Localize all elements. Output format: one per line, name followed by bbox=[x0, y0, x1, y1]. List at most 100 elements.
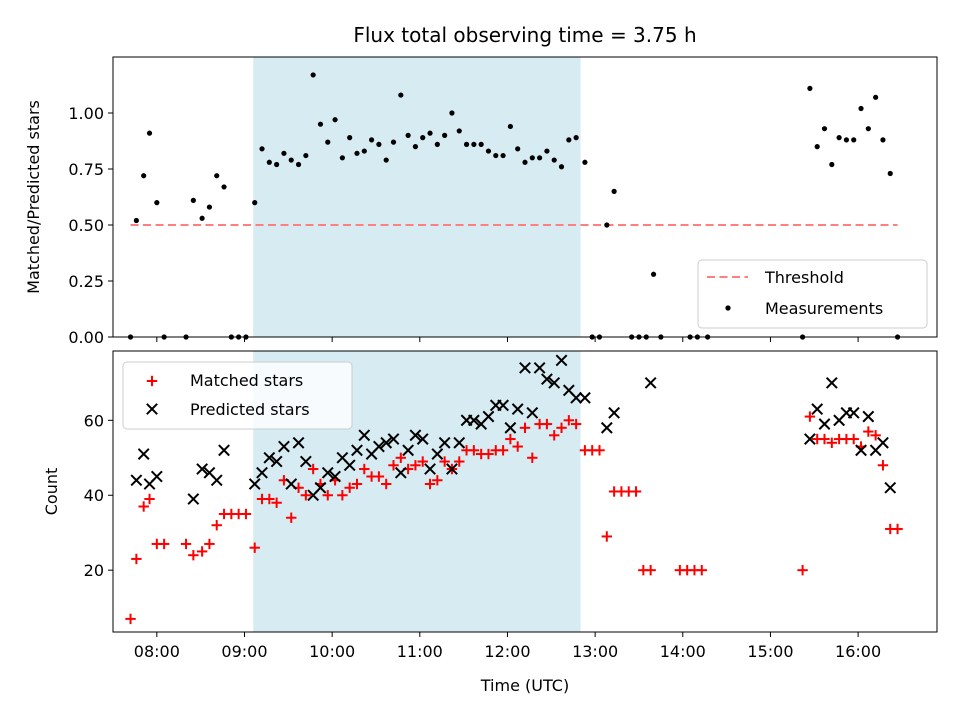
predicted-star-point-b bbox=[196, 463, 209, 475]
matched-star-point bbox=[286, 512, 297, 523]
predicted-star-point bbox=[541, 373, 553, 386]
predicted-star-point-b bbox=[299, 455, 312, 468]
measurement-point bbox=[493, 152, 499, 159]
predicted-star-point-b bbox=[130, 474, 143, 487]
x-tick-label: 08:00 bbox=[134, 642, 180, 661]
predicted-star-point bbox=[278, 440, 290, 453]
predicted-star-point bbox=[533, 361, 546, 374]
measurement-point bbox=[485, 148, 492, 154]
measurement-point bbox=[566, 137, 572, 143]
predicted-star-point bbox=[358, 429, 371, 442]
measurement-point bbox=[390, 139, 397, 145]
predicted-star-point-b bbox=[270, 455, 283, 468]
measurement-point bbox=[199, 215, 205, 221]
predicted-star-point-b bbox=[541, 373, 553, 386]
predicted-star-point-b bbox=[314, 481, 327, 494]
predicted-star-point bbox=[884, 481, 897, 494]
top-y-tick-label: 0.50 bbox=[68, 216, 104, 235]
predicted-star-point-b bbox=[387, 433, 400, 445]
matched-star-point bbox=[322, 490, 333, 501]
predicted-star-point bbox=[372, 440, 385, 453]
legend-predicted-label: Predicted stars bbox=[190, 400, 310, 419]
predicted-star-point bbox=[453, 436, 466, 449]
measurement-point bbox=[507, 123, 513, 130]
measurement-point bbox=[214, 173, 220, 179]
predicted-star-point-b bbox=[343, 459, 356, 472]
predicted-star-point-b bbox=[203, 466, 216, 479]
matched-star-point bbox=[497, 445, 509, 456]
matched-star-point bbox=[424, 478, 436, 490]
predicted-star-point-b bbox=[424, 463, 436, 475]
measurement-point bbox=[515, 146, 521, 152]
matched-star-point bbox=[826, 437, 838, 448]
matched-star-point bbox=[211, 520, 222, 531]
predicted-star-point bbox=[351, 444, 363, 457]
bottom-panel: 20 40 60 08:00 09:00 10:00 11:00 12:00 13:00 14:… bbox=[42, 350, 938, 695]
predicted-star-point-b bbox=[187, 493, 200, 505]
predicted-star-point bbox=[847, 406, 860, 419]
predicted-star-point bbox=[285, 478, 298, 490]
matched-star-point bbox=[180, 538, 192, 550]
bottom-legend-box bbox=[122, 361, 353, 430]
measurement-point bbox=[339, 155, 345, 161]
legend-threshold-label: Threshold bbox=[764, 268, 844, 287]
matched-star-point bbox=[271, 497, 282, 508]
measurement-point bbox=[551, 157, 557, 163]
measurement-point bbox=[252, 200, 258, 206]
predicted-star-point-b bbox=[803, 433, 816, 445]
predicted-star-point bbox=[855, 444, 867, 457]
predicted-star-point-b bbox=[278, 440, 290, 453]
predicted-star-point bbox=[482, 410, 495, 423]
bottom-plot-frame bbox=[112, 350, 938, 633]
x-tick-label: 09:00 bbox=[221, 642, 267, 661]
matched-star-point bbox=[410, 460, 421, 471]
measurement-point bbox=[442, 132, 448, 138]
measurement-point bbox=[522, 159, 528, 165]
matched-star-point bbox=[240, 508, 252, 520]
measurement-point bbox=[274, 161, 280, 168]
predicted-star-point bbox=[600, 421, 613, 434]
predicted-star-point-b bbox=[555, 354, 568, 367]
top-x-ticks bbox=[156, 337, 859, 342]
measurement-point bbox=[582, 159, 588, 165]
measurement-point bbox=[604, 222, 610, 228]
predicted-star-point-b bbox=[519, 361, 531, 374]
measurement-point bbox=[500, 152, 506, 159]
predicted-stars-points bbox=[130, 354, 897, 505]
predicted-star-point bbox=[825, 376, 838, 389]
measurement-point bbox=[146, 130, 153, 136]
measurement-point bbox=[376, 141, 382, 147]
predicted-star-point bbox=[299, 455, 312, 468]
predicted-star-point bbox=[803, 433, 816, 445]
matched-star-point bbox=[196, 546, 208, 557]
matched-star-point bbox=[359, 463, 370, 475]
predicted-star-point bbox=[511, 403, 524, 415]
matched-star-point bbox=[144, 493, 155, 505]
predicted-star-point-b bbox=[862, 410, 875, 423]
matched-star-point bbox=[645, 564, 656, 576]
measurement-point bbox=[420, 135, 426, 141]
predicted-star-point-b bbox=[372, 440, 385, 453]
matched-star-point bbox=[797, 564, 808, 576]
predicted-star-point bbox=[196, 463, 209, 475]
matched-star-point bbox=[432, 475, 443, 486]
matched-star-point bbox=[519, 422, 531, 434]
matched-stars-points bbox=[125, 411, 903, 625]
predicted-star-point bbox=[548, 376, 561, 389]
measurement-point bbox=[843, 137, 850, 143]
matched-star-point bbox=[125, 613, 136, 625]
predicted-star-point bbox=[387, 433, 400, 445]
matched-star-point bbox=[556, 422, 567, 434]
measurement-point bbox=[478, 141, 484, 147]
predicted-star-point-b bbox=[292, 436, 305, 449]
x-tick-label: 10:00 bbox=[309, 642, 355, 661]
predicted-star-point-b bbox=[351, 444, 363, 457]
legend-predicted-swatch bbox=[146, 403, 158, 415]
matched-star-point bbox=[863, 426, 874, 437]
top-panel: 0.00 0.25 0.50 0.75 1.00 Matched/Predicted s… bbox=[24, 56, 938, 347]
legend-matched-marker bbox=[146, 375, 158, 387]
matched-star-point bbox=[819, 433, 830, 445]
predicted-star-point bbox=[526, 406, 539, 419]
predicted-star-point-b bbox=[380, 436, 393, 449]
top-y-tick-label: 0.00 bbox=[68, 328, 104, 347]
